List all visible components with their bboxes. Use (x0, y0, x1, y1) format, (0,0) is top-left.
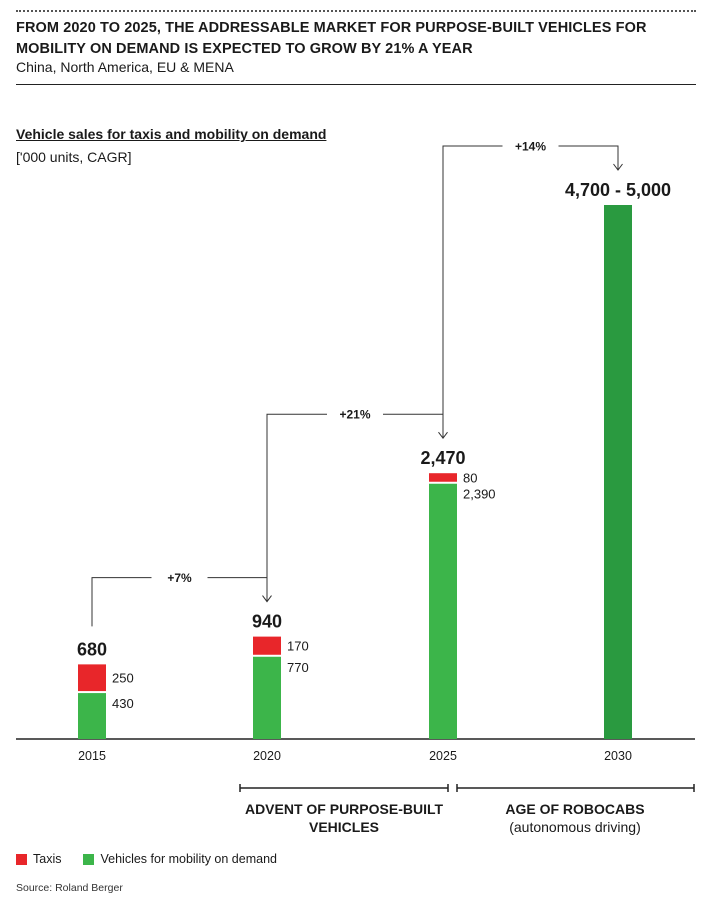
x-tick-label-2025: 2025 (429, 749, 457, 763)
x-tick-label-2015: 2015 (78, 749, 106, 763)
page-title: FROM 2020 TO 2025, THE ADDRESSABLE MARKE… (16, 20, 647, 57)
era-bracket-robocabs (456, 784, 695, 792)
total-label-2020: 940 (252, 612, 282, 632)
growth-arrowhead-2020 (262, 595, 272, 603)
data-label-mod-2020: 770 (287, 660, 309, 675)
x-tick-label-2030: 2030 (604, 749, 632, 763)
data-label-mod-2015: 430 (112, 696, 134, 711)
data-label-taxis-2020: 170 (287, 639, 309, 654)
growth-connector-2020-2025 (266, 413, 444, 599)
era-label-robocabs: AGE OF ROBOCABS (autonomous driving) (455, 800, 695, 836)
growth-connector-2025-2030 (442, 145, 619, 436)
data-label-taxis-2015: 250 (112, 671, 134, 686)
data-label-taxis-2025: 80 (463, 470, 477, 485)
data-label-mod-2025: 2,390 (463, 487, 496, 502)
growth-arrowhead-2030 (613, 163, 623, 171)
bar-taxis-2015 (78, 664, 106, 692)
total-label-2015: 680 (77, 639, 107, 659)
page-subtitle: China, North America, EU & MENA (16, 59, 234, 75)
total-label-2025: 2,470 (420, 448, 465, 468)
bar-taxis-2020 (253, 636, 281, 655)
legend: Taxis Vehicles for mobility on demand (16, 852, 299, 866)
total-label-2030: 4,700 - 5,000 (565, 180, 671, 200)
growth-label-2025-2030: +14% (515, 140, 546, 154)
chart-title: Vehicle sales for taxis and mobility on … (16, 126, 327, 142)
era-title-robocabs: AGE OF ROBOCABS (505, 801, 645, 817)
era-label-advent: ADVENT OF PURPOSE-BUILT VEHICLES (232, 800, 456, 836)
bar-mod-2020 (253, 656, 281, 739)
legend-swatch-taxis (16, 853, 27, 865)
growth-label-2015-2020: +7% (167, 571, 192, 585)
legend-item-taxis: Taxis (16, 852, 61, 866)
legend-label-mod: Vehicles for mobility on demand (100, 852, 277, 866)
bar-mod-2015 (78, 693, 106, 739)
chart-unit-label: ['000 units, CAGR] (16, 149, 132, 165)
top-dotted-rule (16, 10, 696, 12)
era-note-robocabs: (autonomous driving) (509, 819, 641, 835)
bar-mod-2025 (429, 483, 457, 739)
header-rule (16, 84, 696, 85)
era-title-advent: ADVENT OF PURPOSE-BUILT VEHICLES (244, 801, 444, 835)
growth-label-2020-2025: +21% (339, 408, 370, 422)
legend-swatch-mod (83, 853, 95, 865)
source-note: Source: Roland Berger (16, 882, 123, 894)
legend-item-mod: Vehicles for mobility on demand (83, 852, 277, 866)
bar-mod-2030 (604, 205, 632, 739)
growth-arrowhead-2025 (438, 431, 448, 440)
era-bracket-advent (239, 784, 449, 792)
legend-label-taxis: Taxis (33, 852, 62, 866)
x-tick-label-2020: 2020 (253, 749, 281, 763)
bar-taxis-2025 (429, 473, 457, 482)
